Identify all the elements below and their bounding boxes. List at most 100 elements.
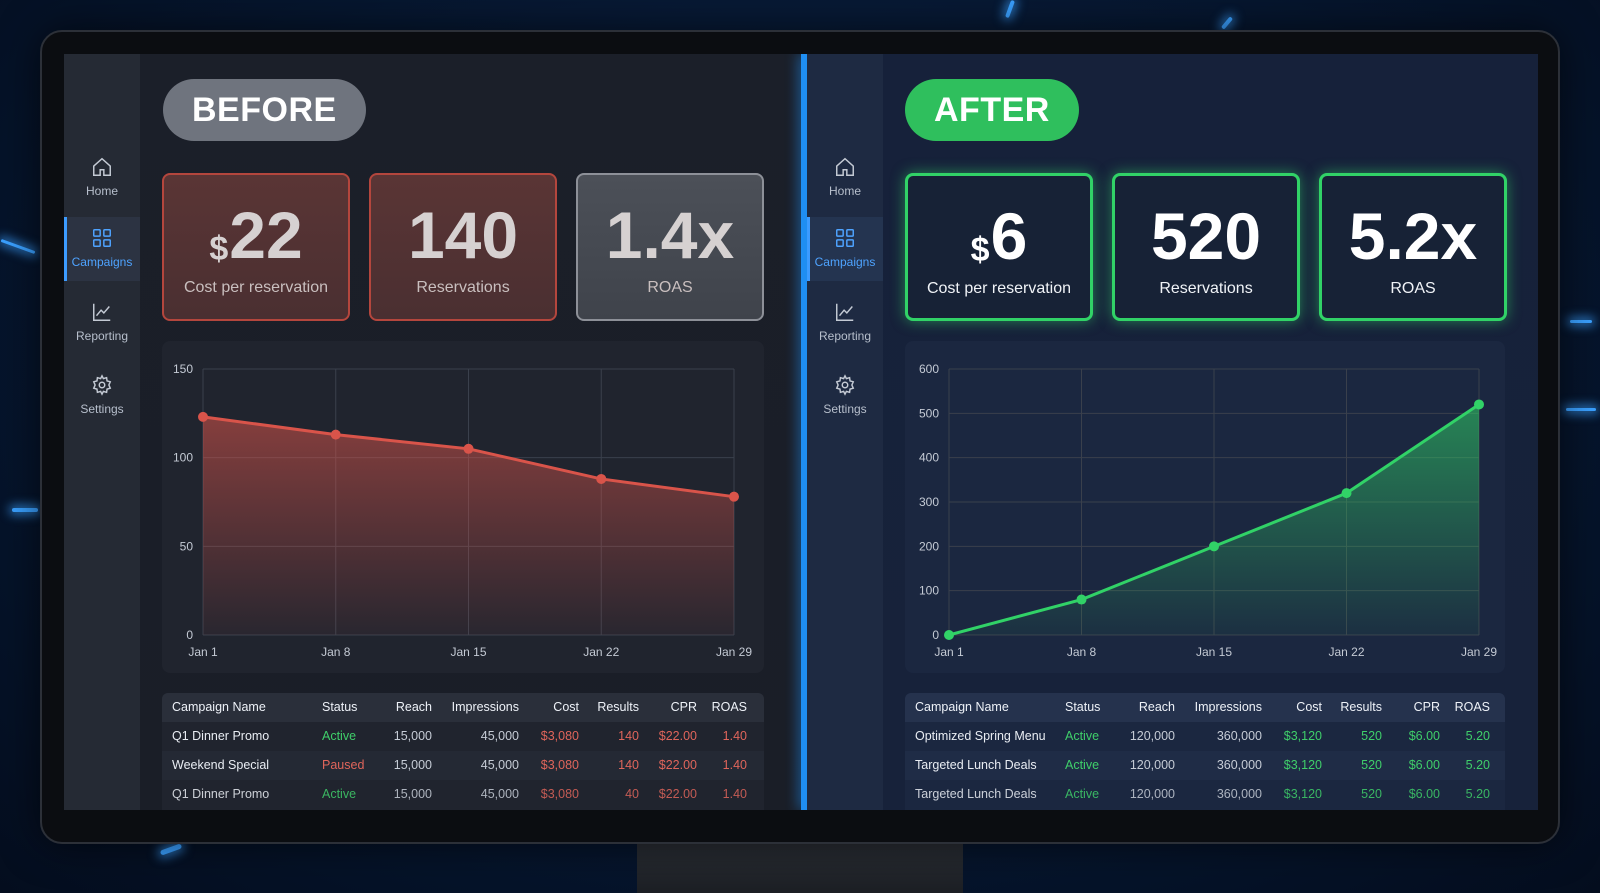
table-cell: 1.40 [722, 787, 747, 801]
nav-label: Settings [823, 402, 867, 416]
kpi-reservations: 520 Reservations [1112, 173, 1300, 321]
table-cell: 15,000 [393, 787, 432, 801]
kpi-value: 5.2x [1348, 199, 1478, 273]
before-campaign-table: Campaign Name Status Reach Impressions Cost R… [162, 693, 764, 810]
nav-label: Campaigns [814, 255, 876, 269]
kpi-cost-per-reservation: $6 Cost per reservation [905, 173, 1093, 321]
table-cell: 360,000 [1216, 787, 1262, 801]
nav-item-reporting[interactable]: Reporting [64, 291, 140, 355]
kpi-value: 520 [1150, 199, 1262, 273]
nav-item-settings[interactable]: Settings [807, 364, 883, 428]
before-reservations-chart: 0 50 100 150 Jan 1 Jan 8 Jan 15 Jan 22 Jan 29 [162, 341, 764, 673]
kpi-reservations: 140 Reservations [369, 173, 557, 321]
table-cell: 15,000 [393, 729, 432, 743]
table-row[interactable]: Optimized Spring Menu Active 120,000 360,00… [905, 722, 1505, 751]
table-row[interactable]: Q1 Dinner Promo Active 15,000 45,000 $3,080 1… [162, 722, 764, 751]
y-tick-label: 50 [180, 539, 194, 553]
table-cell: 1.40 [722, 758, 747, 772]
table-cell: $3,120 [1283, 729, 1322, 743]
nav-label: Reporting [818, 329, 872, 343]
table-row[interactable]: Targeted Lunch Deals Active 120,000 360,000… [905, 751, 1505, 780]
home-icon [93, 157, 111, 176]
x-tick-label: Jan 8 [1067, 645, 1097, 659]
table-row[interactable]: Q1 Dinner Promo Active 15,000 45,000 $3,080 4… [162, 780, 764, 809]
kpi-caption: Reservations [1159, 280, 1253, 297]
table-cell: 40 [625, 787, 639, 801]
chart-icon [93, 303, 111, 321]
table-cell: 5.20 [1465, 758, 1490, 772]
table-cell: $6.00 [1408, 787, 1440, 801]
table-cell: Weekend Special [172, 758, 270, 772]
table-cell: $3,080 [540, 758, 579, 772]
data-point [463, 443, 474, 454]
y-tick-label: 0 [186, 628, 193, 642]
nav-item-settings[interactable]: Settings [64, 364, 140, 428]
nav-item-campaigns[interactable]: Campaigns [64, 217, 140, 281]
table-cell: 45,000 [480, 787, 519, 801]
light-streak [0, 238, 36, 255]
table-row[interactable]: Targeted Lunch Deals Active 120,000 360,000… [905, 780, 1505, 809]
sidebar: Home Campaigns Reporting Settings [64, 54, 140, 810]
kpi-roas: 5.2x ROAS [1319, 173, 1507, 321]
x-tick-label: Jan 29 [1461, 645, 1497, 659]
before-badge: BEFORE [163, 79, 366, 141]
table-header-cell: Reach [395, 700, 432, 714]
table-header-cell: ROAS [711, 700, 747, 714]
kpi-caption: Reservations [416, 279, 510, 296]
table-cell: 5.20 [1465, 729, 1490, 743]
table-cell: 520 [1361, 729, 1382, 743]
nav-item-home[interactable]: Home [807, 146, 883, 210]
table-header-cell: ROAS [1454, 700, 1490, 714]
table-header-cell: Impressions [1194, 700, 1262, 714]
monitor-stand [637, 842, 963, 893]
table-cell: $22.00 [658, 729, 697, 743]
kpi-roas: 1.4x ROAS [576, 173, 764, 321]
light-streak [159, 843, 183, 856]
kpi-value: $22 [209, 198, 303, 272]
kpi-value: 1.4x [605, 198, 735, 272]
after-badge: AFTER [905, 79, 1079, 141]
kpi-caption: Cost per reservation [926, 280, 1072, 297]
table-cell: 45,000 [480, 758, 519, 772]
table-cell: 120,000 [1129, 787, 1175, 801]
table-header-cell: Results [1340, 700, 1382, 714]
grid-icon [836, 229, 854, 247]
table-cell: 15,000 [393, 758, 432, 772]
table-header-row: Campaign Name Status Reach Impressions Cost R… [162, 693, 764, 722]
comparison-divider [801, 54, 807, 810]
y-tick-label: 400 [919, 451, 939, 465]
light-streak [1220, 16, 1234, 30]
x-tick-label: Jan 15 [450, 645, 486, 659]
nav-label: Settings [80, 402, 124, 416]
after-panel: Home Campaigns Reporting Settings AFTER … [807, 54, 1538, 810]
nav-label: Campaigns [71, 255, 133, 269]
series-area [949, 404, 1479, 635]
table-cell: $3,120 [1283, 787, 1322, 801]
table-cell: 45,000 [480, 729, 519, 743]
table-cell: 140 [618, 729, 639, 743]
table-cell: 360,000 [1216, 729, 1262, 743]
kpi-caption: ROAS [647, 279, 693, 296]
data-point [729, 491, 739, 502]
data-point [198, 411, 208, 422]
table-header-cell: Status [322, 700, 358, 714]
x-tick-label: Jan 29 [716, 645, 752, 659]
table-cell: Optimized Spring Menu [915, 729, 1046, 743]
table-row[interactable]: Weekend Special Paused 15,000 45,000 $3,080 1… [162, 751, 764, 780]
after-chart-svg: 0 100 200 300 400 500 600 Jan 1 Jan 8 Jan 15 Jan 2… [919, 362, 1497, 659]
home-icon [836, 157, 854, 176]
table-header-cell: Cost [1296, 700, 1322, 714]
table-cell: 360,000 [1216, 758, 1262, 772]
table-cell: 5.20 [1465, 787, 1490, 801]
table-cell: Targeted Lunch Deals [915, 787, 1037, 801]
y-tick-label: 0 [932, 628, 939, 642]
nav-item-campaigns[interactable]: Campaigns [807, 217, 883, 281]
kpi-value: $6 [970, 199, 1028, 273]
nav-label: Reporting [75, 329, 129, 343]
nav-item-home[interactable]: Home [64, 146, 140, 210]
table-cell: $3,080 [540, 729, 579, 743]
nav-item-reporting[interactable]: Reporting [807, 291, 883, 355]
data-point [596, 473, 607, 484]
table-cell: Paused [322, 758, 365, 772]
table-header-row: Campaign Name Status Reach Impressions Cost R… [905, 693, 1505, 722]
